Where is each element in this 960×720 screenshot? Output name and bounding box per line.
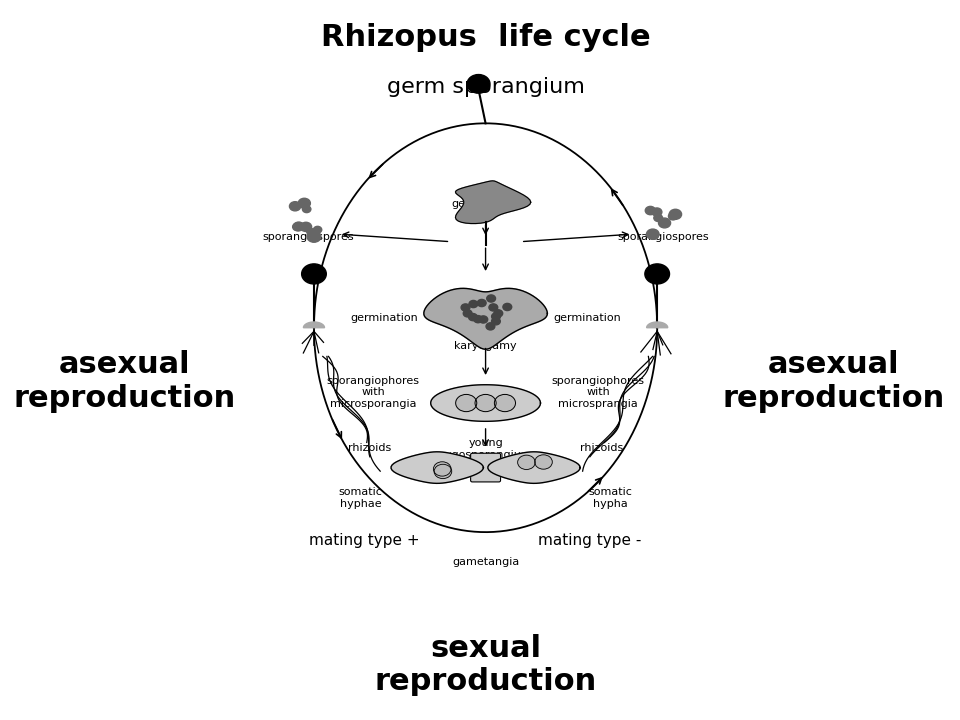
Circle shape (469, 300, 478, 307)
Text: germ sporangium: germ sporangium (387, 77, 585, 96)
Circle shape (492, 318, 500, 325)
Text: rhizoids: rhizoids (580, 443, 623, 452)
Text: young
zygosporangium
plasmogamy: young zygosporangium plasmogamy (440, 438, 532, 472)
Text: Rhizopus  life cycle: Rhizopus life cycle (321, 23, 650, 52)
Circle shape (535, 455, 552, 469)
Text: germination: germination (553, 313, 621, 323)
Circle shape (477, 300, 486, 307)
Circle shape (646, 229, 660, 239)
Circle shape (492, 313, 500, 320)
Circle shape (489, 304, 497, 311)
Circle shape (299, 198, 310, 208)
Text: sporangiophores
with
microsporangia: sporangiophores with microsporangia (326, 376, 420, 409)
Circle shape (475, 395, 496, 412)
Circle shape (659, 218, 671, 228)
Text: asexual
reproduction: asexual reproduction (722, 350, 945, 413)
Circle shape (464, 310, 472, 317)
Text: germination: germination (350, 313, 419, 323)
Circle shape (313, 226, 322, 233)
Circle shape (301, 264, 326, 284)
Polygon shape (647, 322, 668, 328)
Text: somatic
hyphae: somatic hyphae (339, 487, 382, 508)
Circle shape (479, 316, 488, 323)
Text: mating type -: mating type - (538, 534, 641, 548)
Circle shape (293, 223, 302, 231)
Circle shape (654, 215, 662, 222)
Circle shape (486, 323, 494, 330)
Circle shape (434, 464, 452, 479)
Circle shape (645, 264, 669, 284)
Circle shape (494, 395, 516, 412)
Polygon shape (431, 384, 540, 421)
Text: sporangiospores: sporangiospores (262, 232, 353, 242)
Text: mating type +: mating type + (309, 534, 420, 548)
Text: meliosis
karyogamy: meliosis karyogamy (454, 329, 516, 351)
Text: gametangia: gametangia (452, 557, 519, 567)
Circle shape (473, 315, 483, 323)
Circle shape (434, 462, 451, 476)
Text: sporangiophores
with
microsprangia: sporangiophores with microsprangia (552, 376, 645, 409)
Text: somatic
hypha: somatic hypha (588, 487, 633, 508)
Polygon shape (391, 452, 484, 483)
Circle shape (652, 208, 661, 216)
Circle shape (302, 206, 311, 212)
Text: sporangiospores: sporangiospores (617, 232, 709, 242)
Text: mature
zygosporangium: mature zygosporangium (440, 387, 532, 408)
Circle shape (456, 395, 477, 412)
Polygon shape (303, 322, 324, 328)
Circle shape (461, 304, 469, 311)
FancyBboxPatch shape (470, 453, 500, 482)
Circle shape (307, 228, 315, 235)
Circle shape (649, 232, 659, 239)
Circle shape (668, 212, 678, 220)
Polygon shape (424, 289, 547, 349)
Text: germination: germination (452, 199, 519, 209)
Circle shape (307, 231, 321, 242)
Circle shape (647, 207, 655, 213)
Polygon shape (455, 181, 531, 223)
Circle shape (294, 222, 304, 231)
Circle shape (487, 295, 495, 302)
Circle shape (645, 207, 656, 215)
Text: asexual
reproduction: asexual reproduction (13, 350, 236, 413)
Circle shape (300, 222, 312, 232)
Circle shape (468, 75, 490, 93)
Text: sexual
reproduction: sexual reproduction (374, 634, 597, 696)
Circle shape (669, 210, 682, 220)
Circle shape (493, 310, 503, 317)
Circle shape (517, 455, 536, 469)
Circle shape (503, 303, 512, 310)
Polygon shape (488, 452, 580, 483)
Circle shape (290, 202, 300, 211)
Circle shape (468, 313, 477, 320)
Text: rhizoids: rhizoids (348, 443, 391, 452)
